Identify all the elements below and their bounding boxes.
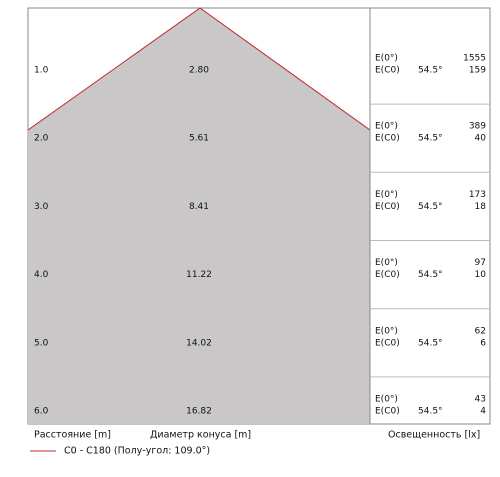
legend-label: C0 - C180 (Полу-угол: 109.0°) xyxy=(64,446,210,457)
diameter: 16.82 xyxy=(186,407,212,417)
angle: 54.5° xyxy=(418,270,443,280)
e0-value: 97 xyxy=(475,258,486,268)
ec0-value: 40 xyxy=(475,134,487,144)
e0-value: 389 xyxy=(469,122,486,132)
light-cone xyxy=(28,8,370,424)
e0-label: E(0°) xyxy=(375,122,398,132)
e0-label: E(0°) xyxy=(375,326,398,336)
e0-value: 43 xyxy=(475,395,486,405)
e0-value: 1555 xyxy=(463,54,486,64)
distance: 4.0 xyxy=(34,270,49,280)
angle: 54.5° xyxy=(418,66,443,76)
diameter: 8.41 xyxy=(189,202,209,212)
ec0-value: 6 xyxy=(480,338,486,348)
ec0-label: E(C0) xyxy=(375,66,400,76)
e0-label: E(0°) xyxy=(375,190,398,200)
diameter: 14.02 xyxy=(186,338,212,348)
diameter: 5.61 xyxy=(189,134,209,144)
diameter: 11.22 xyxy=(186,270,212,280)
e0-label: E(0°) xyxy=(375,54,398,64)
distance: 5.0 xyxy=(34,338,49,348)
illuminance-label: Освещенность [lx] xyxy=(388,430,480,441)
angle: 54.5° xyxy=(418,202,443,212)
angle: 54.5° xyxy=(418,338,443,348)
e0-value: 173 xyxy=(469,190,486,200)
distance-label: Расстояние [m] xyxy=(34,430,111,441)
angle: 54.5° xyxy=(418,134,443,144)
ec0-label: E(C0) xyxy=(375,270,400,280)
ec0-label: E(C0) xyxy=(375,407,400,417)
ec0-value: 18 xyxy=(475,202,487,212)
distance: 2.0 xyxy=(34,134,49,144)
angle: 54.5° xyxy=(418,407,443,417)
ec0-label: E(C0) xyxy=(375,338,400,348)
ec0-value: 10 xyxy=(475,270,487,280)
ec0-value: 4 xyxy=(480,407,486,417)
distance: 6.0 xyxy=(34,407,49,417)
e0-label: E(0°) xyxy=(375,258,398,268)
diameter: 2.80 xyxy=(189,66,209,76)
distance: 1.0 xyxy=(34,66,49,76)
ec0-label: E(C0) xyxy=(375,202,400,212)
cone-edge xyxy=(27,7,371,131)
distance: 3.0 xyxy=(34,202,49,212)
e0-label: E(0°) xyxy=(375,395,398,405)
diameter-label: Диаметр конуса [m] xyxy=(150,430,251,441)
ec0-value: 159 xyxy=(469,66,486,76)
ec0-label: E(C0) xyxy=(375,134,400,144)
e0-value: 62 xyxy=(475,326,486,336)
